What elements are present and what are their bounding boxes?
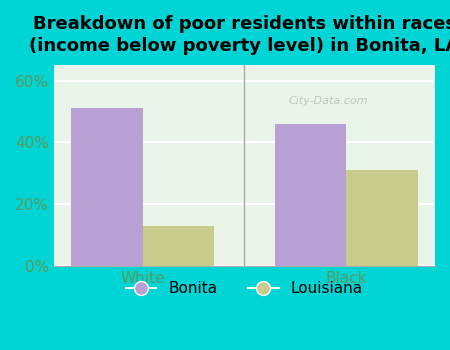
Bar <box>143 226 214 266</box>
Title: Breakdown of poor residents within races
(income below poverty level) in Bonita,: Breakdown of poor residents within races… <box>29 15 450 55</box>
Legend: Bonita, Louisiana: Bonita, Louisiana <box>120 275 369 302</box>
Bar <box>346 170 418 266</box>
Bar <box>275 124 346 266</box>
Text: City-Data.com: City-Data.com <box>288 96 368 106</box>
Bar <box>71 108 143 266</box>
